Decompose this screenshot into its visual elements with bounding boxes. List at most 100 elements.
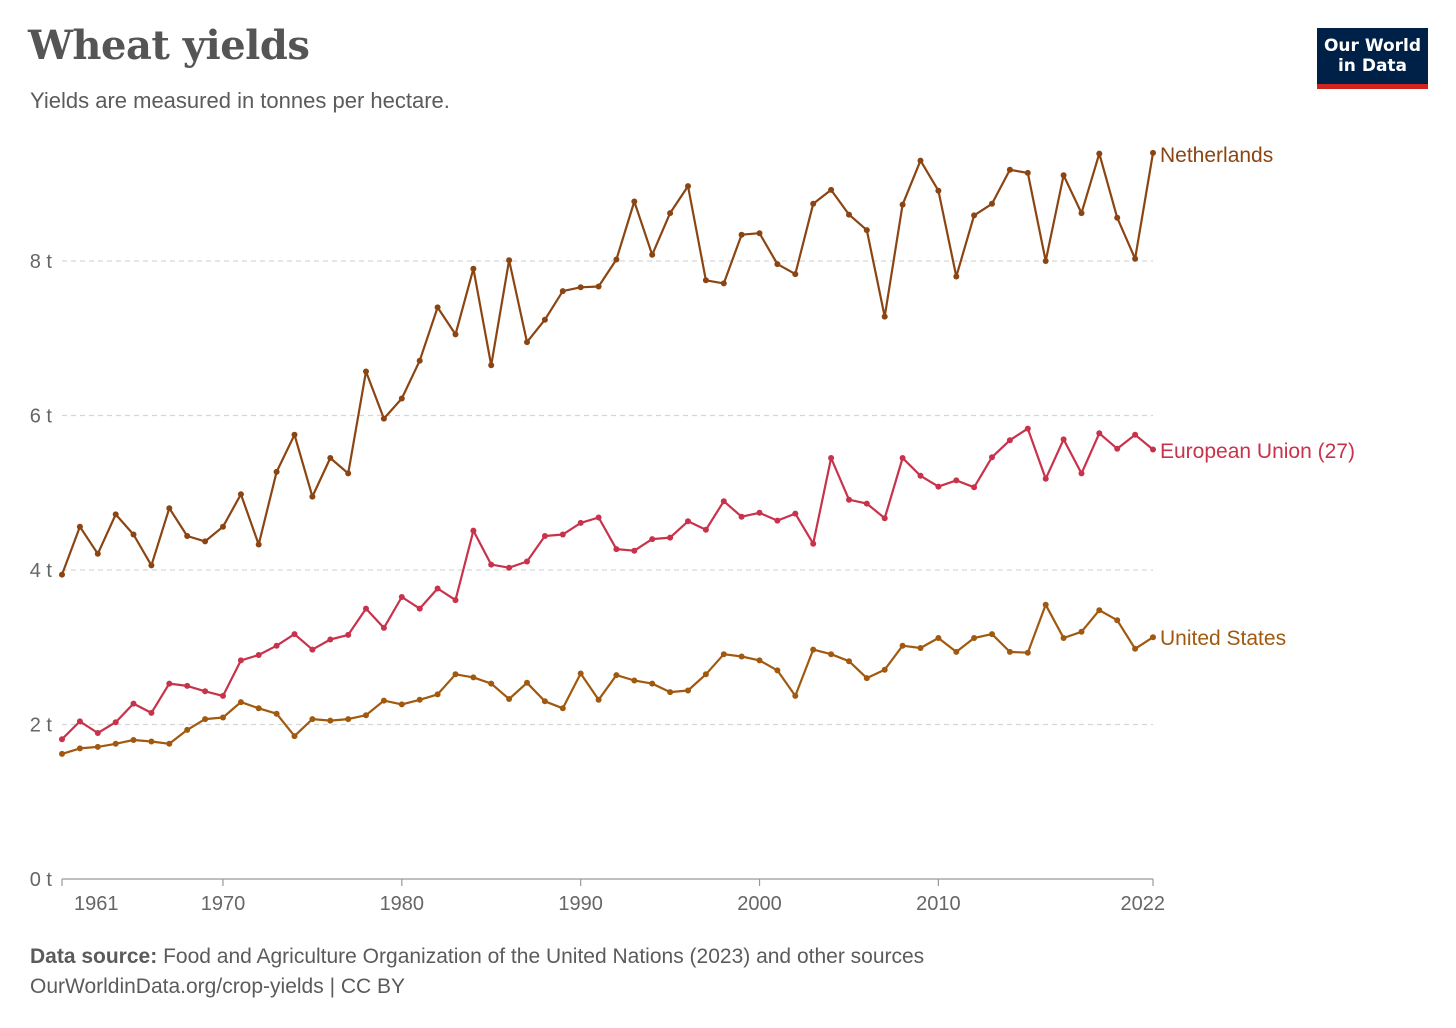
data-point[interactable] <box>1132 255 1139 262</box>
data-point[interactable] <box>59 736 65 743</box>
data-point[interactable] <box>595 514 602 521</box>
data-point[interactable] <box>94 743 101 750</box>
data-point[interactable] <box>1114 214 1121 221</box>
data-point[interactable] <box>1024 169 1031 176</box>
data-point[interactable] <box>631 677 638 684</box>
data-point[interactable] <box>309 493 316 500</box>
data-point[interactable] <box>1150 446 1156 453</box>
data-point[interactable] <box>649 251 656 258</box>
data-point[interactable] <box>130 737 137 743</box>
data-point[interactable] <box>1042 258 1049 264</box>
data-point[interactable] <box>506 257 513 264</box>
data-point[interactable] <box>380 624 387 631</box>
data-point[interactable] <box>971 484 978 491</box>
data-point[interactable] <box>881 313 888 320</box>
data-point[interactable] <box>774 261 781 268</box>
data-point[interactable] <box>130 531 137 538</box>
data-point[interactable] <box>881 666 888 673</box>
data-point[interactable] <box>524 679 530 686</box>
data-point[interactable] <box>792 692 799 699</box>
data-point[interactable] <box>416 357 423 364</box>
data-point[interactable] <box>971 212 978 219</box>
data-point[interactable] <box>1060 172 1067 179</box>
data-point[interactable] <box>738 513 745 520</box>
data-point[interactable] <box>202 688 209 695</box>
data-point[interactable] <box>255 705 262 712</box>
data-point[interactable] <box>774 667 781 674</box>
data-point[interactable] <box>291 431 298 438</box>
data-point[interactable] <box>1078 210 1085 217</box>
data-point[interactable] <box>309 646 316 653</box>
data-point[interactable] <box>470 527 477 534</box>
data-point[interactable] <box>112 740 119 747</box>
data-point[interactable] <box>184 533 191 539</box>
data-point[interactable] <box>327 455 334 461</box>
data-point[interactable] <box>595 283 602 290</box>
data-point[interactable] <box>631 547 638 554</box>
data-point[interactable] <box>613 672 620 679</box>
data-point[interactable] <box>631 198 638 205</box>
data-point[interactable] <box>1024 425 1031 432</box>
data-point[interactable] <box>541 698 548 705</box>
data-point[interactable] <box>488 680 495 687</box>
data-point[interactable] <box>59 571 65 578</box>
data-point[interactable] <box>416 605 423 612</box>
data-point[interactable] <box>202 716 209 723</box>
data-point[interactable] <box>756 657 763 664</box>
data-point[interactable] <box>488 561 495 568</box>
data-point[interactable] <box>363 368 369 375</box>
data-point[interactable] <box>792 510 799 517</box>
data-point[interactable] <box>917 645 924 651</box>
data-point[interactable] <box>1006 437 1013 444</box>
data-point[interactable] <box>899 455 906 461</box>
data-point[interactable] <box>76 745 83 752</box>
data-point[interactable] <box>989 454 995 461</box>
data-point[interactable] <box>220 714 226 721</box>
data-point[interactable] <box>380 415 387 422</box>
data-point[interactable] <box>1042 475 1049 482</box>
data-point[interactable] <box>935 187 942 194</box>
data-point[interactable] <box>184 682 191 689</box>
data-point[interactable] <box>1060 635 1067 641</box>
data-point[interactable] <box>94 730 101 736</box>
data-point[interactable] <box>1024 649 1031 656</box>
data-point[interactable] <box>828 186 835 193</box>
data-point[interactable] <box>595 696 602 703</box>
data-point[interactable] <box>649 536 656 543</box>
data-point[interactable] <box>863 500 870 507</box>
data-point[interactable] <box>649 680 656 687</box>
data-point[interactable] <box>667 534 674 541</box>
data-point[interactable] <box>720 280 727 287</box>
data-point[interactable] <box>702 526 709 533</box>
data-point[interactable] <box>1042 601 1049 608</box>
data-point[interactable] <box>810 540 817 547</box>
data-point[interactable] <box>685 518 691 525</box>
data-point[interactable] <box>506 564 513 571</box>
data-point[interactable] <box>863 227 870 234</box>
data-point[interactable] <box>1114 445 1121 452</box>
data-point[interactable] <box>917 472 924 479</box>
data-point[interactable] <box>1060 436 1067 443</box>
data-point[interactable] <box>971 635 978 641</box>
data-point[interactable] <box>470 674 477 681</box>
data-point[interactable] <box>434 585 441 592</box>
data-point[interactable] <box>953 477 960 484</box>
data-point[interactable] <box>1096 607 1103 614</box>
data-point[interactable] <box>363 712 369 719</box>
data-point[interactable] <box>524 339 530 346</box>
data-point[interactable] <box>434 691 441 698</box>
data-point[interactable] <box>59 750 65 757</box>
data-point[interactable] <box>810 200 817 207</box>
data-point[interactable] <box>899 642 906 649</box>
data-point[interactable] <box>273 468 280 475</box>
data-point[interactable] <box>345 631 352 638</box>
data-point[interactable] <box>327 717 334 724</box>
data-point[interactable] <box>166 680 173 687</box>
data-point[interactable] <box>756 230 763 237</box>
data-point[interactable] <box>273 710 280 717</box>
data-point[interactable] <box>756 509 763 516</box>
data-point[interactable] <box>398 594 405 600</box>
data-point[interactable] <box>881 515 888 522</box>
data-point[interactable] <box>846 658 852 665</box>
data-point[interactable] <box>613 256 620 263</box>
